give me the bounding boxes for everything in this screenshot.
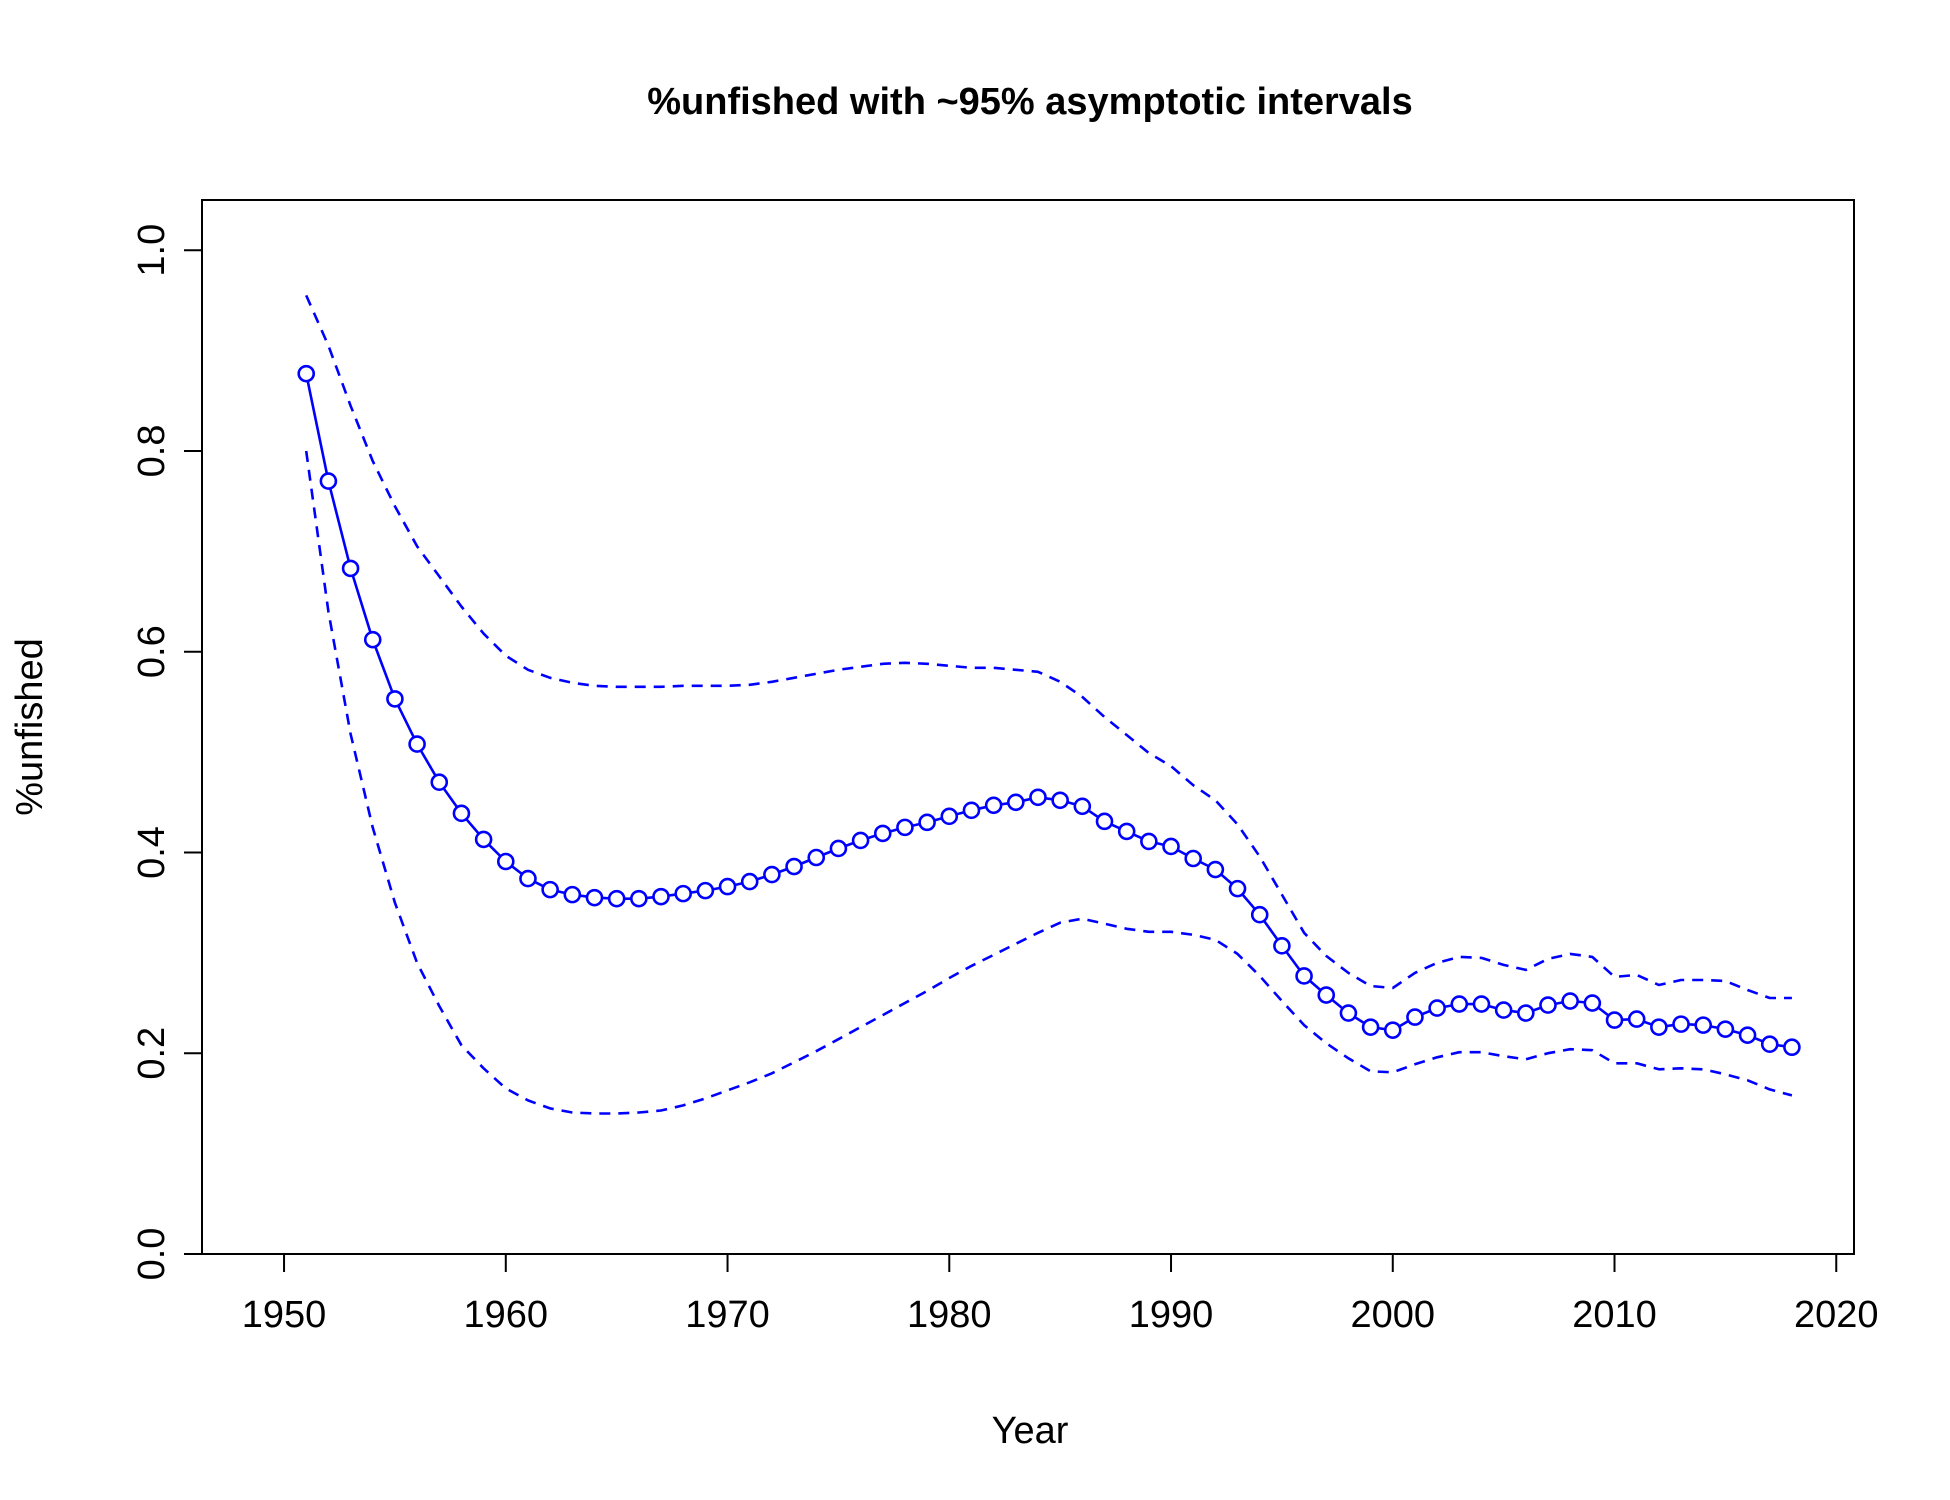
data-point xyxy=(1428,999,1446,1017)
data-point xyxy=(607,889,626,908)
x-tick-label: 2000 xyxy=(1350,1294,1435,1336)
data-point xyxy=(696,881,715,900)
data-point xyxy=(363,630,382,649)
data-point xyxy=(1029,788,1047,807)
y-tick-label: 0.2 xyxy=(131,1027,173,1080)
y-tick-label: 0.6 xyxy=(131,625,173,678)
data-point xyxy=(785,857,803,876)
data-point xyxy=(984,796,1003,815)
data-point xyxy=(1383,1021,1402,1039)
y-axis: 0.0 0.2 0.4 0.6 0.8 1.0 xyxy=(131,224,203,1281)
data-point xyxy=(1694,1016,1713,1034)
data-point xyxy=(1783,1038,1801,1057)
x-tick-label: 1950 xyxy=(242,1294,327,1336)
data-point xyxy=(1228,879,1247,898)
y-tick-label: 0.0 xyxy=(131,1228,173,1281)
data-point xyxy=(1140,832,1158,851)
data-point xyxy=(297,364,316,383)
y-axis-label: %unfished xyxy=(9,638,51,815)
plot-frame xyxy=(201,199,1855,1255)
data-point xyxy=(1206,860,1225,879)
data-point xyxy=(1339,1004,1358,1022)
data-point xyxy=(740,872,759,891)
data-point xyxy=(474,830,493,849)
x-axis-label: Year xyxy=(992,1410,1069,1452)
series-line-upper-interval xyxy=(305,294,1792,1000)
data-point xyxy=(1583,994,1602,1012)
data-point xyxy=(1007,793,1025,812)
data-point xyxy=(630,889,648,908)
data-point xyxy=(1051,791,1069,810)
chart-title: %unfished with ~95% asymptotic intervals xyxy=(647,81,1413,123)
data-point xyxy=(386,690,404,708)
data-point xyxy=(319,472,338,490)
data-point xyxy=(962,801,981,820)
data-point xyxy=(1073,797,1092,816)
data-point xyxy=(896,818,914,837)
data-point xyxy=(1627,1010,1646,1028)
data-point xyxy=(1716,1020,1735,1038)
data-point xyxy=(1672,1015,1690,1033)
data-point xyxy=(1295,967,1313,985)
data-point xyxy=(519,869,537,888)
y-tick-label: 0.4 xyxy=(131,826,173,879)
data-point xyxy=(1494,1001,1513,1019)
data-point xyxy=(1406,1008,1424,1026)
data-point xyxy=(541,880,559,899)
data-point xyxy=(430,773,449,792)
data-point xyxy=(452,804,471,823)
x-axis: 1950 1960 1970 1980 1990 2000 2010 2020 xyxy=(242,1253,1879,1336)
data-point xyxy=(674,884,692,903)
data-point xyxy=(585,888,604,907)
data-point xyxy=(408,735,426,753)
x-tick-label: 2010 xyxy=(1572,1294,1657,1336)
data-point xyxy=(652,887,670,906)
data-point xyxy=(851,831,870,850)
data-point xyxy=(829,839,848,858)
data-point xyxy=(1650,1018,1668,1036)
x-tick-label: 1960 xyxy=(464,1294,549,1336)
data-point xyxy=(807,848,826,867)
data-point xyxy=(1273,937,1291,955)
data-point xyxy=(1472,995,1491,1013)
data-point xyxy=(1117,822,1136,841)
x-tick-label: 1980 xyxy=(907,1294,992,1336)
x-tick-label: 2020 xyxy=(1794,1294,1879,1336)
data-point xyxy=(1738,1026,1757,1044)
data-point xyxy=(1361,1018,1380,1036)
data-point xyxy=(918,813,936,832)
data-point xyxy=(563,885,582,904)
plot-series xyxy=(297,294,1801,1115)
y-tick-label: 0.8 xyxy=(131,425,173,478)
data-point xyxy=(1095,812,1114,831)
data-point xyxy=(1162,837,1180,856)
data-point xyxy=(1605,1011,1624,1029)
series-line-lower-interval xyxy=(304,450,1793,1115)
x-tick-label: 1990 xyxy=(1129,1294,1214,1336)
data-point xyxy=(940,807,959,826)
x-tick-label: 1970 xyxy=(685,1294,770,1336)
data-point xyxy=(1760,1035,1779,1054)
data-point xyxy=(1517,1004,1535,1022)
data-point xyxy=(1317,986,1336,1004)
y-tick-label: 1.0 xyxy=(131,224,173,277)
data-point xyxy=(1539,996,1557,1014)
data-point xyxy=(496,852,515,871)
data-point xyxy=(1184,849,1202,868)
data-point xyxy=(718,877,737,896)
data-point xyxy=(873,824,892,843)
data-point xyxy=(1450,995,1469,1013)
data-point xyxy=(341,559,360,578)
series-line-estimate xyxy=(304,373,1793,1049)
data-point xyxy=(1561,992,1579,1010)
data-point xyxy=(1250,905,1269,924)
data-point xyxy=(763,865,781,884)
